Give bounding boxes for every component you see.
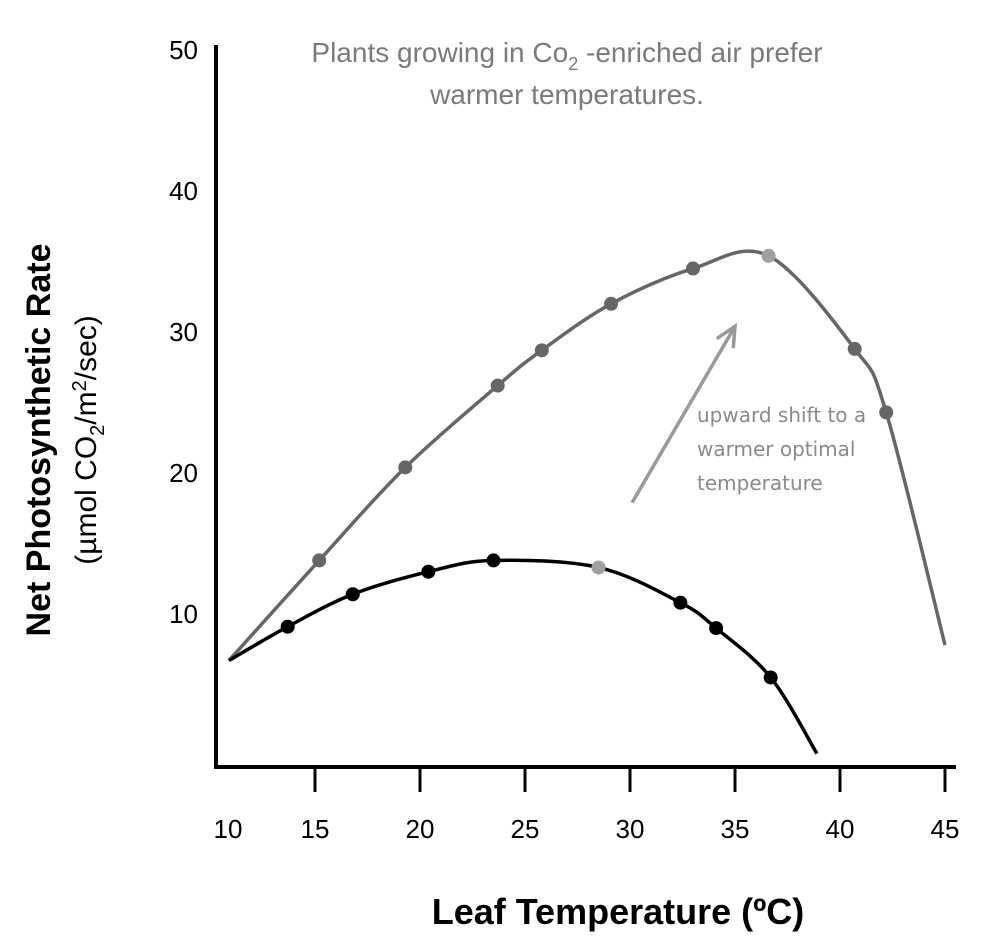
y-tick-label: 40 [169, 176, 198, 206]
arrow-head-icon [715, 322, 738, 349]
y-tick-label: 30 [169, 317, 198, 347]
optimum-point [761, 248, 776, 263]
data-point [604, 296, 619, 311]
data-point [709, 621, 724, 636]
annotation-text: temperature [697, 471, 823, 495]
data-point [490, 378, 505, 393]
x-tick-label: 20 [406, 814, 435, 844]
y-axis-units: (µmol CO2/m2/sec) [69, 315, 109, 565]
chart-title-line-2: warmer temperatures. [429, 79, 704, 110]
x-tick-label: 30 [616, 814, 645, 844]
annotation: upward shift to a warmer optimal temperatu… [630, 322, 866, 504]
arrow-shaft [630, 325, 737, 504]
y-tick-label: 20 [169, 458, 198, 488]
x-tick-label: 10 [214, 814, 243, 844]
x-tick-label: 35 [721, 814, 750, 844]
x-axis-label: Leaf Temperature (ºC) [432, 891, 805, 932]
chart-title: Plants growing in Co2 -enriched air pref… [311, 37, 822, 74]
data-point [398, 460, 413, 475]
x-tick-label: 40 [826, 814, 855, 844]
series-line-0 [227, 249, 947, 662]
annotation-text: upward shift to a [697, 403, 866, 427]
y-tick-label: 50 [169, 35, 198, 65]
data-point [486, 553, 501, 568]
y-axis-label: Net Photosynthetic Rate [20, 244, 58, 637]
data-point [534, 343, 549, 358]
y-tick-label: 10 [169, 599, 198, 629]
annotation-text: warmer optimal [697, 437, 855, 461]
data-point [879, 405, 894, 420]
data-point [421, 564, 436, 579]
data-point [312, 553, 327, 568]
series-line-1 [228, 558, 819, 755]
x-tick-label: 15 [301, 814, 330, 844]
x-tick-label: 25 [511, 814, 540, 844]
data-point [280, 619, 295, 634]
data-point [686, 261, 700, 276]
data-point [847, 341, 862, 356]
x-tick-label: 45 [931, 814, 960, 844]
optimum-point [591, 560, 606, 575]
data-point [763, 670, 778, 685]
data-point [345, 587, 360, 602]
data-point [673, 595, 688, 610]
